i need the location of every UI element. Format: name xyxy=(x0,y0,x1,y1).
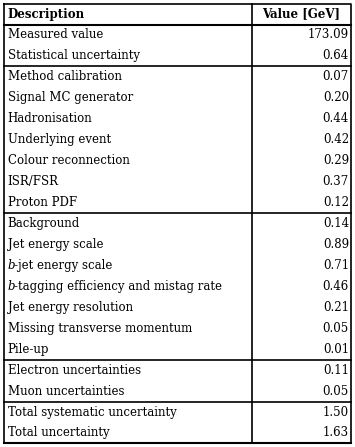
Text: 0.37: 0.37 xyxy=(323,175,349,188)
Text: 173.09: 173.09 xyxy=(308,29,349,42)
Text: 0.46: 0.46 xyxy=(323,280,349,293)
Text: Signal MC generator: Signal MC generator xyxy=(8,91,133,104)
Text: 0.12: 0.12 xyxy=(323,196,349,209)
Text: -jet energy scale: -jet energy scale xyxy=(14,259,113,272)
Text: 0.71: 0.71 xyxy=(323,259,349,272)
Text: 1.50: 1.50 xyxy=(323,405,349,418)
Text: Missing transverse momentum: Missing transverse momentum xyxy=(8,322,192,335)
Text: Underlying event: Underlying event xyxy=(8,133,111,146)
Text: 0.29: 0.29 xyxy=(323,154,349,167)
Text: 0.05: 0.05 xyxy=(323,384,349,397)
Text: Colour reconnection: Colour reconnection xyxy=(8,154,130,167)
Text: 1.63: 1.63 xyxy=(323,426,349,439)
Text: 0.20: 0.20 xyxy=(323,91,349,104)
Text: 0.44: 0.44 xyxy=(323,112,349,125)
Text: Pile-up: Pile-up xyxy=(8,343,49,356)
Text: Measured value: Measured value xyxy=(8,29,103,42)
Text: Electron uncertainties: Electron uncertainties xyxy=(8,363,141,377)
Text: Muon uncertainties: Muon uncertainties xyxy=(8,384,124,397)
Text: Statistical uncertainty: Statistical uncertainty xyxy=(8,50,140,63)
Text: 0.21: 0.21 xyxy=(323,301,349,314)
Text: 0.07: 0.07 xyxy=(323,70,349,84)
Text: Hadronisation: Hadronisation xyxy=(8,112,93,125)
Text: Jet energy scale: Jet energy scale xyxy=(8,238,103,251)
Text: Value [GeV]: Value [GeV] xyxy=(262,8,340,21)
Text: 0.89: 0.89 xyxy=(323,238,349,251)
Text: Jet energy resolution: Jet energy resolution xyxy=(8,301,133,314)
Text: Background: Background xyxy=(8,217,80,230)
Text: 0.11: 0.11 xyxy=(323,363,349,377)
Text: 0.05: 0.05 xyxy=(323,322,349,335)
Text: Proton PDF: Proton PDF xyxy=(8,196,77,209)
Text: Method calibration: Method calibration xyxy=(8,70,122,84)
Text: Total uncertainty: Total uncertainty xyxy=(8,426,109,439)
Text: Total systematic uncertainty: Total systematic uncertainty xyxy=(8,405,176,418)
Text: 0.14: 0.14 xyxy=(323,217,349,230)
Text: -tagging efficiency and mistag rate: -tagging efficiency and mistag rate xyxy=(14,280,222,293)
Text: Description: Description xyxy=(8,8,85,21)
Text: b: b xyxy=(8,259,15,272)
Text: 0.42: 0.42 xyxy=(323,133,349,146)
Text: 0.64: 0.64 xyxy=(323,50,349,63)
Text: 0.01: 0.01 xyxy=(323,343,349,356)
Text: ISR/FSR: ISR/FSR xyxy=(8,175,59,188)
Text: b: b xyxy=(8,280,15,293)
